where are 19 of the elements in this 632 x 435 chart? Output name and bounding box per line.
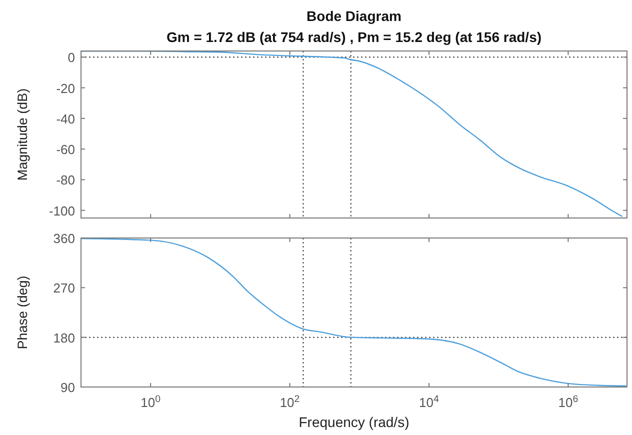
y-tick-label: -40 [56,111,75,126]
x-tick-label: 10$^{0}$ [140,394,162,410]
y-tick-label: 360 [53,231,75,246]
chart-subtitle: Gm = 1.72 dB (at 754 rad/s) , Pm = 15.2 deg (at 156 rad/s) [166,29,542,45]
x-axis-title: Frequency (rad/s) [298,414,410,430]
x-tick-label: 10$^{6}$ [558,394,578,410]
x-tick-label: 10$^{4}$ [419,394,440,410]
chart-title: Bode Diagram [306,8,402,24]
y-tick-label: -60 [56,142,75,158]
y-tick-label: 270 [53,280,75,296]
y-tick-label: -80 [56,172,75,188]
y-tick-label: -100 [48,203,75,218]
y-tick-label: -20 [56,80,75,96]
y-axis-title: Phase (deg) [15,276,30,350]
x-tick-label: 10$^{2}$ [280,394,300,410]
y-tick-label: 0 [68,50,75,66]
y-tick-label: 90 [60,380,75,395]
y-axis-title: Magnitude (dB) [15,88,30,181]
y-tick-label: 180 [53,330,75,346]
